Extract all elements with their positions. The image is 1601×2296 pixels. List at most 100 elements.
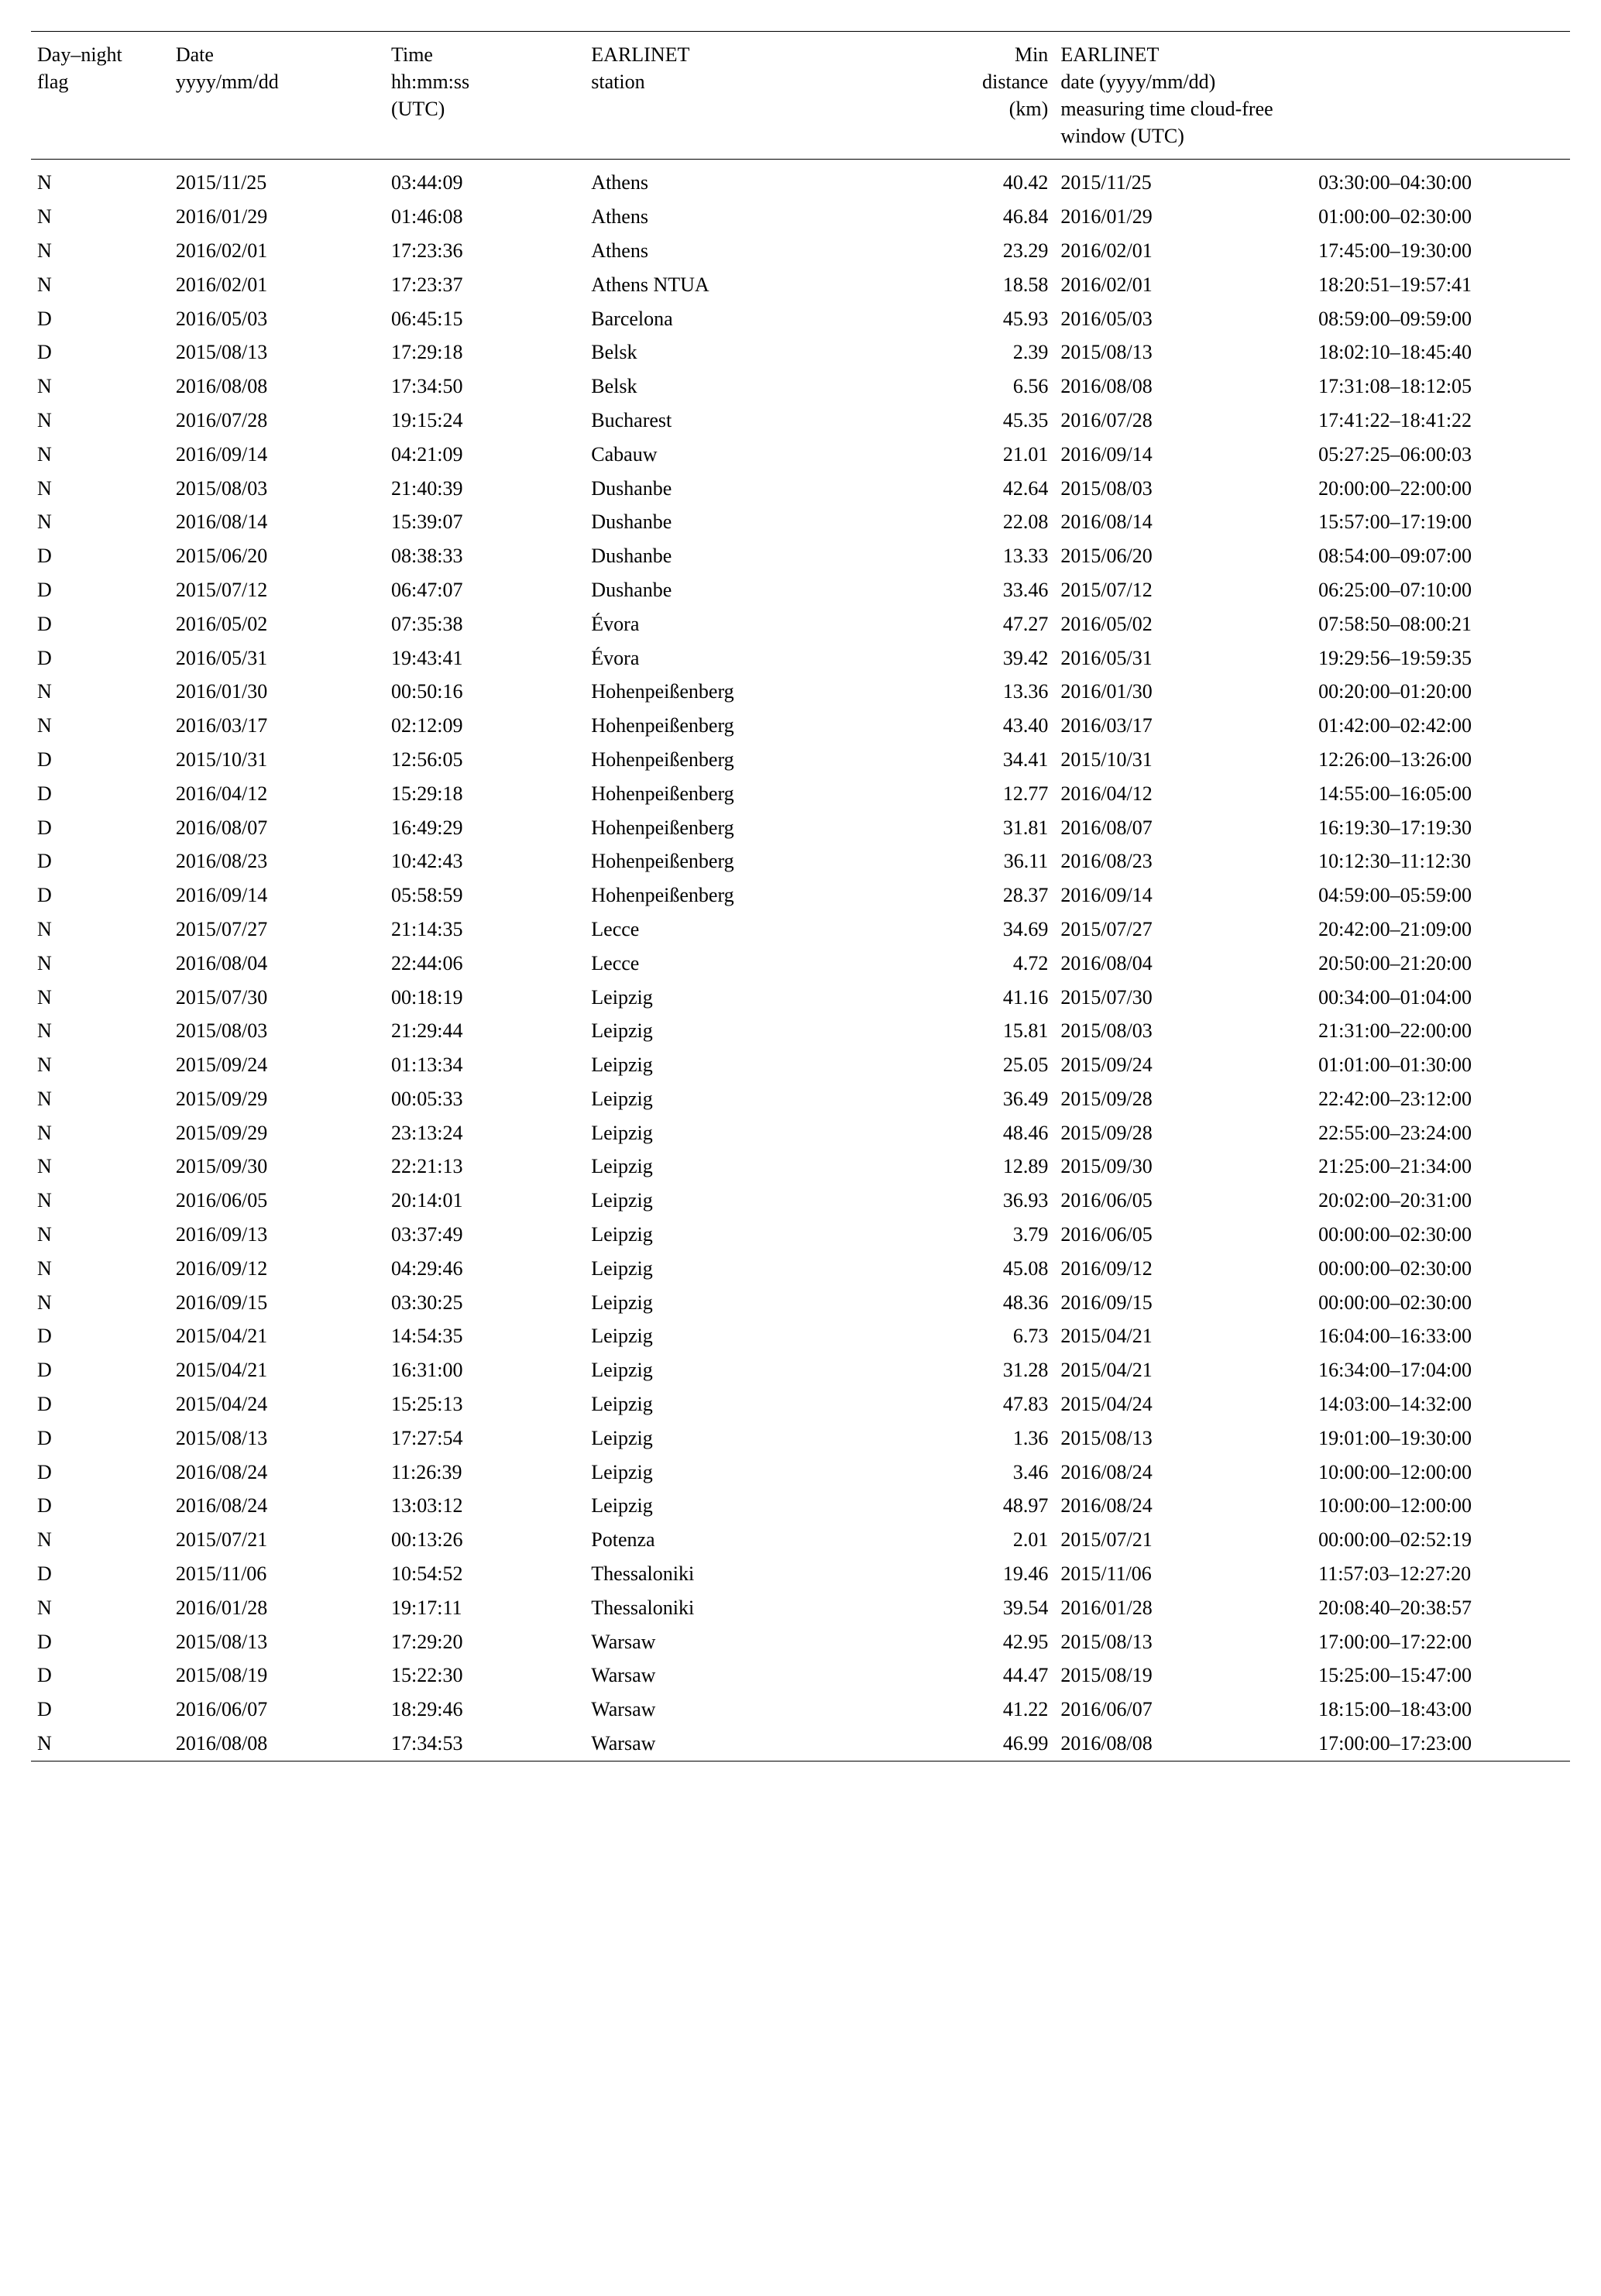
table-row: D2015/07/1206:47:07Dushanbe33.462015/07/… bbox=[31, 573, 1570, 607]
cell-flag: N bbox=[31, 1523, 170, 1557]
cell-time: 08:38:33 bbox=[385, 539, 585, 573]
cell-station: Leipzig bbox=[585, 1387, 878, 1421]
cell-date: 2015/08/13 bbox=[170, 335, 385, 369]
table-row: N2015/09/2401:13:34Leipzig25.052015/09/2… bbox=[31, 1048, 1570, 1082]
cell-time: 17:34:53 bbox=[385, 1727, 585, 1761]
table-row: N2016/09/1404:21:09Cabauw21.012016/09/14… bbox=[31, 438, 1570, 472]
header-date: Date yyyy/mm/dd bbox=[170, 32, 385, 160]
cell-time: 04:29:46 bbox=[385, 1252, 585, 1286]
cell-earlinet-window: 21:25:00–21:34:00 bbox=[1312, 1150, 1570, 1184]
header-station: EARLINET station bbox=[585, 32, 878, 160]
cell-distance: 19.46 bbox=[878, 1557, 1055, 1591]
cell-date: 2016/08/14 bbox=[170, 505, 385, 539]
cell-earlinet-date: 2016/02/01 bbox=[1054, 234, 1312, 268]
cell-flag: N bbox=[31, 1014, 170, 1048]
cell-earlinet-date: 2015/07/12 bbox=[1054, 573, 1312, 607]
cell-flag: D bbox=[31, 1421, 170, 1456]
cell-date: 2015/11/06 bbox=[170, 1557, 385, 1591]
cell-earlinet-date: 2016/08/07 bbox=[1054, 811, 1312, 845]
cell-station: Hohenpeißenberg bbox=[585, 709, 878, 743]
table-row: N2016/02/0117:23:36Athens23.292016/02/01… bbox=[31, 234, 1570, 268]
cell-station: Leipzig bbox=[585, 1456, 878, 1490]
table-row: N2016/03/1702:12:09Hohenpeißenberg43.402… bbox=[31, 709, 1570, 743]
cell-station: Thessaloniki bbox=[585, 1557, 878, 1591]
cell-date: 2016/02/01 bbox=[170, 268, 385, 302]
cell-earlinet-window: 17:31:08–18:12:05 bbox=[1312, 369, 1570, 404]
cell-station: Hohenpeißenberg bbox=[585, 878, 878, 913]
table-row: N2016/09/1303:37:49Leipzig3.792016/06/05… bbox=[31, 1218, 1570, 1252]
cell-earlinet-date: 2016/08/24 bbox=[1054, 1456, 1312, 1490]
cell-earlinet-date: 2015/09/30 bbox=[1054, 1150, 1312, 1184]
table-row: D2015/04/2114:54:35Leipzig6.732015/04/21… bbox=[31, 1319, 1570, 1353]
cell-station: Dushanbe bbox=[585, 505, 878, 539]
table-row: N2016/02/0117:23:37Athens NTUA18.582016/… bbox=[31, 268, 1570, 302]
cell-time: 03:37:49 bbox=[385, 1218, 585, 1252]
cell-date: 2016/07/28 bbox=[170, 404, 385, 438]
cell-earlinet-window: 21:31:00–22:00:00 bbox=[1312, 1014, 1570, 1048]
cell-earlinet-date: 2015/04/21 bbox=[1054, 1353, 1312, 1387]
cell-station: Hohenpeißenberg bbox=[585, 675, 878, 709]
cell-earlinet-window: 20:42:00–21:09:00 bbox=[1312, 913, 1570, 947]
table-row: D2016/05/0207:35:38Évora47.272016/05/020… bbox=[31, 607, 1570, 641]
table-row: N2015/07/3000:18:19Leipzig41.162015/07/3… bbox=[31, 981, 1570, 1015]
cell-earlinet-window: 17:41:22–18:41:22 bbox=[1312, 404, 1570, 438]
cell-flag: D bbox=[31, 1557, 170, 1591]
table-row: N2016/01/2901:46:08Athens46.842016/01/29… bbox=[31, 200, 1570, 234]
cell-distance: 31.81 bbox=[878, 811, 1055, 845]
header-earlinet-line4: window (UTC) bbox=[1060, 125, 1184, 147]
cell-earlinet-date: 2015/07/27 bbox=[1054, 913, 1312, 947]
table-body: N2015/11/2503:44:09Athens40.422015/11/25… bbox=[31, 160, 1570, 1761]
cell-time: 20:14:01 bbox=[385, 1184, 585, 1218]
cell-earlinet-date: 2016/01/30 bbox=[1054, 675, 1312, 709]
cell-time: 18:29:46 bbox=[385, 1693, 585, 1727]
cell-time: 17:27:54 bbox=[385, 1421, 585, 1456]
cell-time: 03:30:25 bbox=[385, 1286, 585, 1320]
cell-earlinet-date: 2016/01/29 bbox=[1054, 200, 1312, 234]
cell-time: 02:12:09 bbox=[385, 709, 585, 743]
cell-distance: 48.36 bbox=[878, 1286, 1055, 1320]
table-row: N2016/08/0817:34:53Warsaw46.992016/08/08… bbox=[31, 1727, 1570, 1761]
cell-flag: N bbox=[31, 268, 170, 302]
cell-flag: D bbox=[31, 1625, 170, 1659]
cell-distance: 3.79 bbox=[878, 1218, 1055, 1252]
header-distance-line3: (km) bbox=[1009, 98, 1049, 120]
table-row: N2015/07/2721:14:35Lecce34.692015/07/272… bbox=[31, 913, 1570, 947]
table-row: N2015/07/2100:13:26Potenza2.012015/07/21… bbox=[31, 1523, 1570, 1557]
spacer-row bbox=[31, 160, 1570, 167]
cell-distance: 45.08 bbox=[878, 1252, 1055, 1286]
header-station-line2: station bbox=[591, 70, 644, 93]
table-row: N2016/01/3000:50:16Hohenpeißenberg13.362… bbox=[31, 675, 1570, 709]
cell-time: 22:44:06 bbox=[385, 947, 585, 981]
cell-earlinet-window: 17:45:00–19:30:00 bbox=[1312, 234, 1570, 268]
cell-distance: 13.36 bbox=[878, 675, 1055, 709]
cell-date: 2015/07/30 bbox=[170, 981, 385, 1015]
cell-distance: 3.46 bbox=[878, 1456, 1055, 1490]
cell-station: Leipzig bbox=[585, 1319, 878, 1353]
cell-date: 2016/08/08 bbox=[170, 369, 385, 404]
cell-earlinet-window: 01:42:00–02:42:00 bbox=[1312, 709, 1570, 743]
cell-station: Leipzig bbox=[585, 1150, 878, 1184]
cell-station: Leipzig bbox=[585, 1489, 878, 1523]
cell-distance: 34.41 bbox=[878, 743, 1055, 777]
cell-earlinet-date: 2015/07/21 bbox=[1054, 1523, 1312, 1557]
cell-station: Hohenpeißenberg bbox=[585, 811, 878, 845]
cell-distance: 2.39 bbox=[878, 335, 1055, 369]
cell-distance: 42.95 bbox=[878, 1625, 1055, 1659]
cell-earlinet-date: 2016/06/07 bbox=[1054, 1693, 1312, 1727]
table-row: N2016/08/0817:34:50Belsk6.562016/08/0817… bbox=[31, 369, 1570, 404]
cell-earlinet-date: 2016/04/12 bbox=[1054, 777, 1312, 811]
cell-time: 17:34:50 bbox=[385, 369, 585, 404]
cell-earlinet-date: 2016/05/03 bbox=[1054, 302, 1312, 336]
cell-station: Athens bbox=[585, 234, 878, 268]
cell-earlinet-window: 14:03:00–14:32:00 bbox=[1312, 1387, 1570, 1421]
cell-station: Hohenpeißenberg bbox=[585, 743, 878, 777]
cell-earlinet-date: 2016/09/14 bbox=[1054, 878, 1312, 913]
cell-distance: 6.56 bbox=[878, 369, 1055, 404]
cell-date: 2015/04/21 bbox=[170, 1353, 385, 1387]
cell-flag: D bbox=[31, 844, 170, 878]
cell-earlinet-window: 04:59:00–05:59:00 bbox=[1312, 878, 1570, 913]
cell-earlinet-window: 15:25:00–15:47:00 bbox=[1312, 1658, 1570, 1693]
cell-flag: N bbox=[31, 234, 170, 268]
cell-flag: D bbox=[31, 1456, 170, 1490]
cell-station: Leipzig bbox=[585, 1286, 878, 1320]
